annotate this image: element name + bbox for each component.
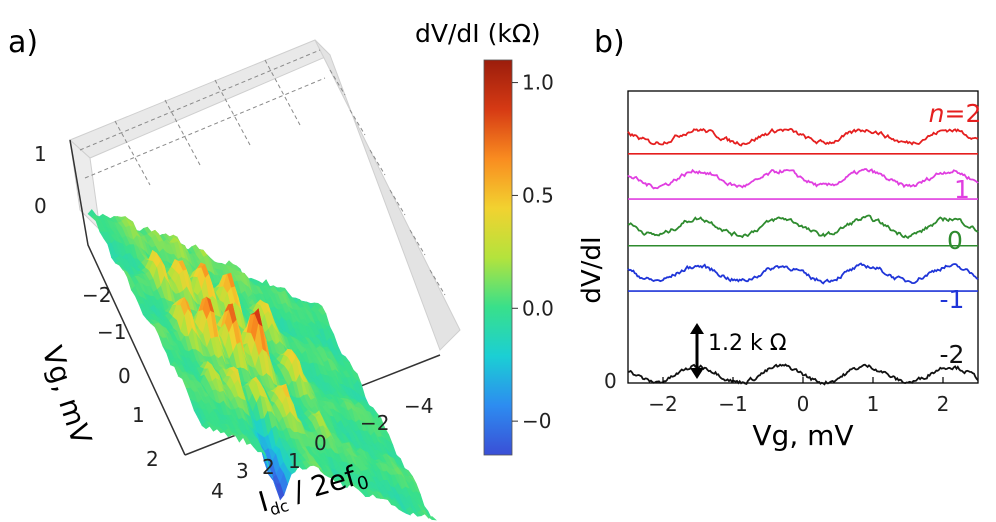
series-label-0: n=2: [929, 99, 982, 128]
x-tick-4: 4: [211, 479, 224, 503]
series-label-suffix: =2: [945, 99, 982, 128]
x-axis-label-tail-sub: 0: [355, 472, 372, 495]
trace-4: [627, 363, 979, 386]
panel-b-y-tick-0: 0: [604, 369, 617, 393]
panel-b-frame: [627, 90, 979, 384]
panel-a-label: a): [8, 25, 38, 60]
x-axis-label-sub: dc: [267, 496, 290, 519]
y-tick-2: 2: [146, 447, 159, 471]
x-tick-label: 2: [937, 392, 950, 416]
surface-cell: [201, 420, 211, 430]
colorbar-tick-label: 1.0: [522, 71, 554, 95]
y-axis-label: Vg, mV: [35, 342, 98, 448]
y-tick-neg1: −1: [97, 320, 126, 344]
panel-b-series-labels: n=2 1 0 -1 -2: [929, 99, 982, 369]
colorbar-ticks: 1.0 0.5 0.0 −0: [512, 71, 554, 433]
series-label-2: 0: [947, 226, 963, 255]
box-back-wall: [69, 39, 331, 159]
series-label-1: 1: [954, 175, 970, 204]
trace-1: [627, 168, 979, 190]
panel-b-x-ticks: −2 −1 0 1 2: [648, 377, 949, 416]
trace-0: [627, 127, 979, 147]
scale-bar-arrow-down: [690, 368, 704, 379]
x-tick-label: −1: [718, 392, 747, 416]
x-tick-0: 0: [314, 431, 327, 455]
scale-bar-label: 1.2 k Ω: [708, 331, 787, 356]
trace-2: [627, 214, 979, 240]
colorbar-tick-label: −0: [522, 409, 551, 433]
y-tick-neg2: −2: [82, 283, 111, 307]
box-gridlines: [79, 49, 446, 296]
surface-plot: [87, 209, 437, 521]
panel-b-x-label: Vg, mV: [752, 419, 853, 452]
x-tick-neg4: −4: [404, 394, 433, 418]
x-tick-2: 2: [262, 455, 275, 479]
x-tick-label: 0: [797, 392, 810, 416]
x-tick-label: −2: [648, 392, 677, 416]
series-label-prefix: n: [929, 99, 945, 128]
panel-a: a) 1: [8, 19, 554, 521]
colorbar: [483, 59, 513, 456]
box-right-wall: [314, 39, 461, 351]
x-tick-3: 3: [236, 459, 249, 483]
series-label-4: -2: [940, 340, 965, 369]
colorbar-tick-label: 0.5: [522, 183, 554, 207]
colorbar-tick-label: 0.0: [522, 296, 554, 320]
z-tick-0: 0: [34, 194, 47, 218]
colorbar-title: dV/dI (kΩ): [415, 19, 541, 48]
y-tick-1: 1: [132, 403, 145, 427]
scale-bar-arrow-up: [690, 323, 704, 334]
y-tick-0: 0: [118, 364, 131, 388]
x-tick-neg2: −2: [360, 411, 389, 435]
series-label-3: -1: [940, 285, 965, 314]
z-tick-1: 1: [34, 142, 47, 166]
panel-b-y-label: dV/dI: [577, 236, 607, 303]
x-tick-1: 1: [288, 449, 301, 473]
panel-b: b) n=2 1 0 -1 -2 −2 −1 0 1 2 0 dV/dI Vg, mV 1.2 …: [577, 25, 981, 452]
x-tick-label: 1: [867, 392, 880, 416]
box-left-axis: [69, 139, 186, 456]
trace-3: [627, 262, 979, 285]
panel-b-traces: [627, 127, 979, 386]
scale-bar: 1.2 k Ω: [690, 323, 787, 379]
panel-b-label: b): [594, 25, 625, 60]
